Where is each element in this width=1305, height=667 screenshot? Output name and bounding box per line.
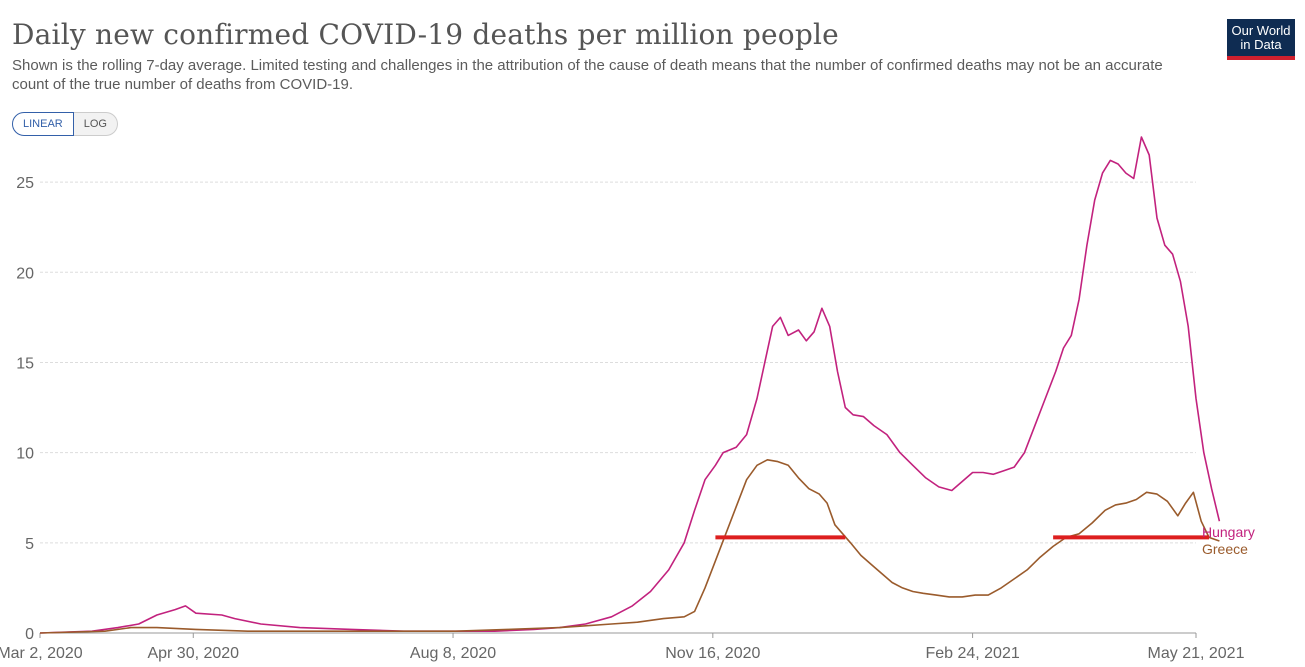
y-axis-ticks: 0 5 10 15 20 25 <box>16 175 34 643</box>
series-label-greece: Greece <box>1202 541 1248 557</box>
owid-logo[interactable]: Our World in Data <box>1227 19 1295 60</box>
series-line-greece <box>39 459 1220 634</box>
series-line-hungary <box>39 136 1221 634</box>
series-lines <box>39 136 1221 634</box>
linear-scale-button[interactable]: LINEAR <box>12 112 74 136</box>
x-tick-label: Feb 24, 2021 <box>925 645 1019 662</box>
scale-toggle: LINEAR LOG <box>12 112 118 136</box>
x-tick-label: Mar 2, 2020 <box>0 645 83 662</box>
logo-line-2: in Data <box>1240 37 1282 52</box>
x-axis-ticks: Mar 2, 2020 Apr 30, 2020 Aug 8, 2020 Nov 16… <box>0 633 1245 662</box>
logo-line-1: Our World <box>1231 23 1291 38</box>
x-tick-label: Nov 16, 2020 <box>665 645 760 662</box>
chart-subtitle: Shown is the rolling 7-day average. Limi… <box>12 57 1163 93</box>
x-tick-label: May 21, 2021 <box>1148 645 1245 662</box>
y-tick-label: 0 <box>25 626 34 643</box>
y-tick-label: 20 <box>16 265 34 282</box>
y-tick-label: 25 <box>16 175 34 192</box>
y-tick-label: 5 <box>25 536 34 553</box>
y-tick-label: 10 <box>16 446 34 463</box>
series-label-hungary: Hungary <box>1202 524 1255 540</box>
x-tick-label: Aug 8, 2020 <box>410 645 496 662</box>
log-scale-button[interactable]: LOG <box>73 112 118 136</box>
y-tick-label: 15 <box>16 355 34 372</box>
x-tick-label: Apr 30, 2020 <box>147 645 239 662</box>
grid-lines <box>40 181 1196 634</box>
chart-title: Daily new confirmed COVID-19 deaths per … <box>12 18 839 51</box>
